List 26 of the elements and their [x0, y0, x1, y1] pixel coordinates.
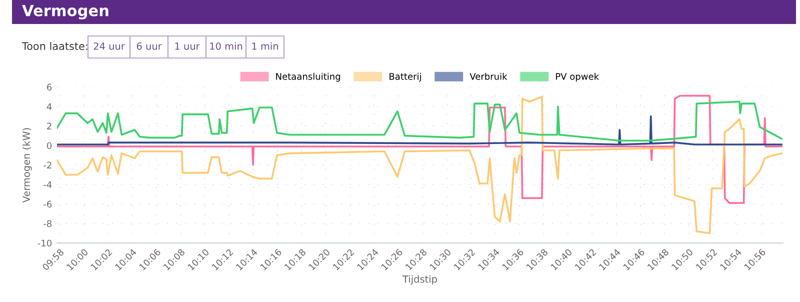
text: 6 uur: [136, 42, 162, 50]
text: 10 min: [210, 42, 242, 50]
legend-label: PV opwek: [556, 72, 600, 82]
y-tick-label: -6: [44, 200, 52, 208]
y-tick-label: 0: [46, 142, 52, 150]
line-series: [57, 115, 782, 146]
line-series: [57, 96, 782, 234]
legend-label: Verbruik: [470, 72, 508, 80]
text: 1 min: [252, 42, 278, 50]
line-series: [57, 94, 782, 204]
y-tick-label: 4: [46, 103, 52, 110]
line-series: [57, 100, 782, 142]
chart-title: Vermogen: [22, 4, 108, 20]
text: Toon laatste:: [22, 42, 88, 50]
text: 24 uur: [94, 42, 125, 50]
y-tick-label: -10: [38, 240, 52, 247]
x-axis-title: Tijdstip: [402, 275, 437, 285]
text: 1 uur: [175, 42, 200, 50]
y-tick-label: -4: [44, 181, 52, 188]
y-tick-label: -8: [44, 220, 52, 228]
legend-label: Netaansluiting: [276, 72, 340, 82]
legend-label: Batterij: [390, 72, 421, 82]
y-axis-title: Vermogen (kW): [22, 128, 32, 203]
y-tick-label: -2: [44, 162, 52, 168]
y-tick-label: 6: [47, 84, 52, 91]
y-tick-label: 2: [47, 122, 52, 130]
